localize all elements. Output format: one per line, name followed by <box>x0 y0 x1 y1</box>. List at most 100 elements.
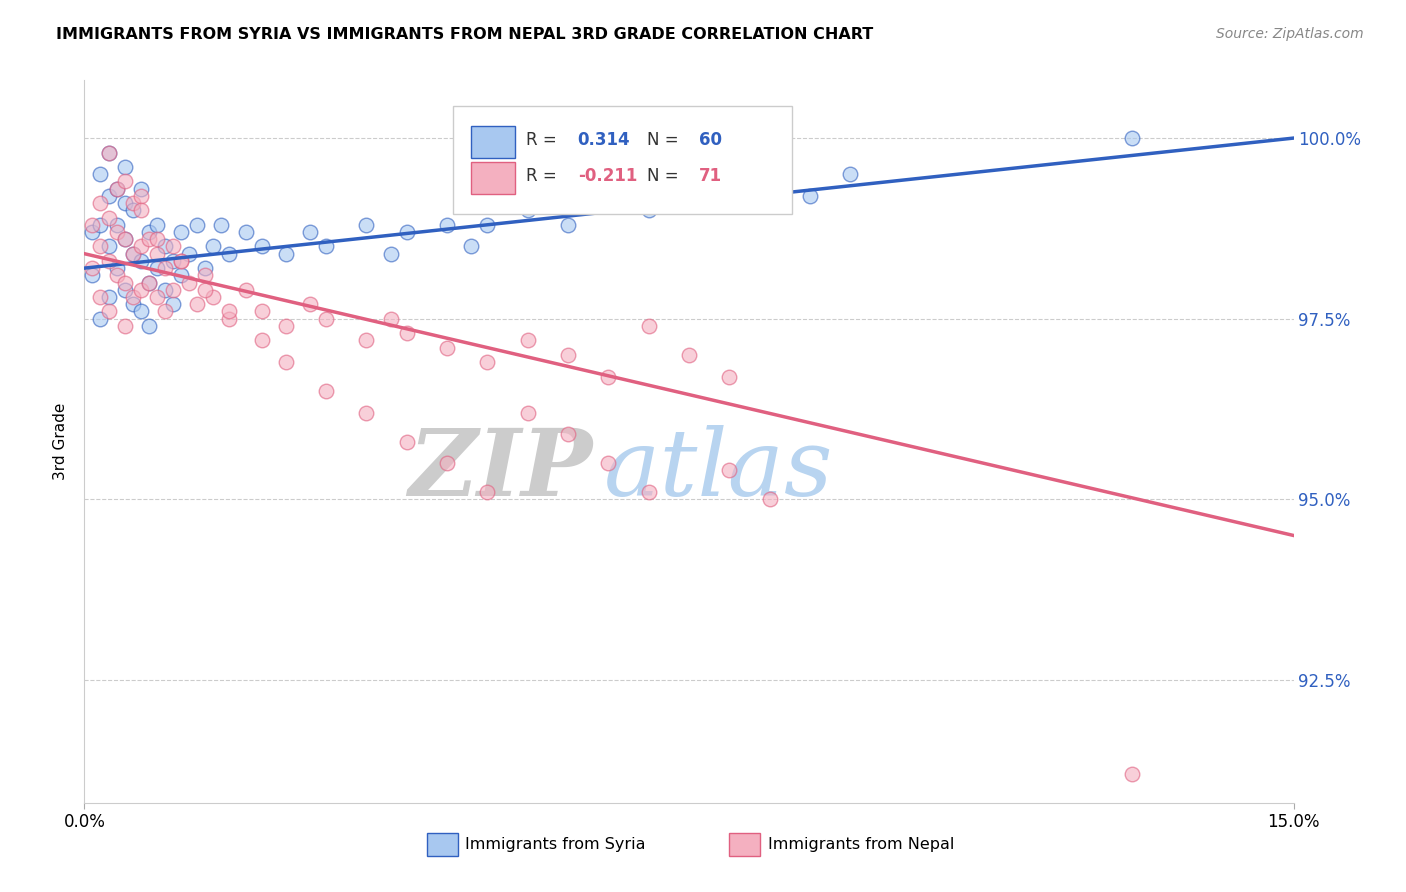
Point <box>146 261 169 276</box>
FancyBboxPatch shape <box>426 833 458 856</box>
Point <box>129 239 152 253</box>
Point <box>146 290 169 304</box>
Text: 71: 71 <box>699 168 721 186</box>
Point <box>598 189 620 203</box>
Point <box>89 290 111 304</box>
Text: N =: N = <box>647 168 689 186</box>
FancyBboxPatch shape <box>471 126 515 158</box>
Point <box>250 304 273 318</box>
Point <box>356 334 378 348</box>
Point <box>250 334 273 348</box>
Point <box>218 304 240 318</box>
Point <box>89 218 111 232</box>
Point <box>105 261 128 276</box>
Point <box>114 232 136 246</box>
Point <box>138 276 160 290</box>
Point <box>89 196 111 211</box>
Point <box>718 369 741 384</box>
Point <box>516 406 538 420</box>
Text: Immigrants from Syria: Immigrants from Syria <box>465 838 645 852</box>
Point <box>315 384 337 398</box>
FancyBboxPatch shape <box>453 105 792 214</box>
Point <box>299 225 322 239</box>
Point <box>218 311 240 326</box>
Point <box>121 297 143 311</box>
Point <box>121 246 143 260</box>
Point <box>97 145 120 160</box>
Point <box>186 297 208 311</box>
Point <box>209 218 232 232</box>
Point <box>129 181 152 195</box>
Text: atlas: atlas <box>605 425 834 516</box>
Point <box>138 232 160 246</box>
Point <box>114 196 136 211</box>
Point <box>274 318 297 333</box>
Point <box>162 283 184 297</box>
Point <box>114 283 136 297</box>
Point <box>718 196 741 211</box>
Point <box>274 246 297 260</box>
Point <box>678 348 700 362</box>
Point <box>194 261 217 276</box>
Point <box>678 181 700 195</box>
Point <box>235 225 257 239</box>
Point <box>89 167 111 181</box>
Point <box>170 268 193 283</box>
FancyBboxPatch shape <box>728 833 761 856</box>
Text: Source: ZipAtlas.com: Source: ZipAtlas.com <box>1216 27 1364 41</box>
Point <box>105 268 128 283</box>
Point <box>89 239 111 253</box>
Point <box>82 268 104 283</box>
Point <box>121 196 143 211</box>
Point <box>114 318 136 333</box>
Point <box>153 283 176 297</box>
Point <box>1121 767 1143 781</box>
Point <box>179 276 201 290</box>
Point <box>97 211 120 225</box>
Point <box>97 304 120 318</box>
Point <box>97 145 120 160</box>
Point <box>395 225 418 239</box>
Point <box>395 326 418 340</box>
Point <box>114 276 136 290</box>
Point <box>146 232 169 246</box>
Text: N =: N = <box>647 131 689 149</box>
Point <box>380 311 402 326</box>
Point <box>162 239 184 253</box>
Point <box>179 246 201 260</box>
Text: 60: 60 <box>699 131 721 149</box>
Point <box>138 318 160 333</box>
Point <box>89 311 111 326</box>
Text: R =: R = <box>526 131 567 149</box>
Point <box>105 218 128 232</box>
Point <box>274 355 297 369</box>
Point <box>477 355 499 369</box>
Point <box>436 341 458 355</box>
Point <box>839 167 862 181</box>
Point <box>82 225 104 239</box>
Point <box>202 290 225 304</box>
Point <box>315 239 337 253</box>
Point <box>477 485 499 500</box>
Point <box>129 253 152 268</box>
Text: ZIP: ZIP <box>408 425 592 516</box>
Point <box>129 203 152 218</box>
Point <box>315 311 337 326</box>
Point <box>1121 131 1143 145</box>
Point <box>516 334 538 348</box>
Y-axis label: 3rd Grade: 3rd Grade <box>53 403 69 480</box>
Point <box>105 225 128 239</box>
Point <box>170 225 193 239</box>
Point <box>598 369 620 384</box>
Point <box>250 239 273 253</box>
Point <box>356 218 378 232</box>
Point <box>598 456 620 470</box>
Point <box>121 246 143 260</box>
Point <box>637 485 659 500</box>
Point <box>194 283 217 297</box>
Point <box>460 239 482 253</box>
Point <box>162 297 184 311</box>
Point <box>718 463 741 477</box>
Point <box>97 189 120 203</box>
Point <box>129 189 152 203</box>
